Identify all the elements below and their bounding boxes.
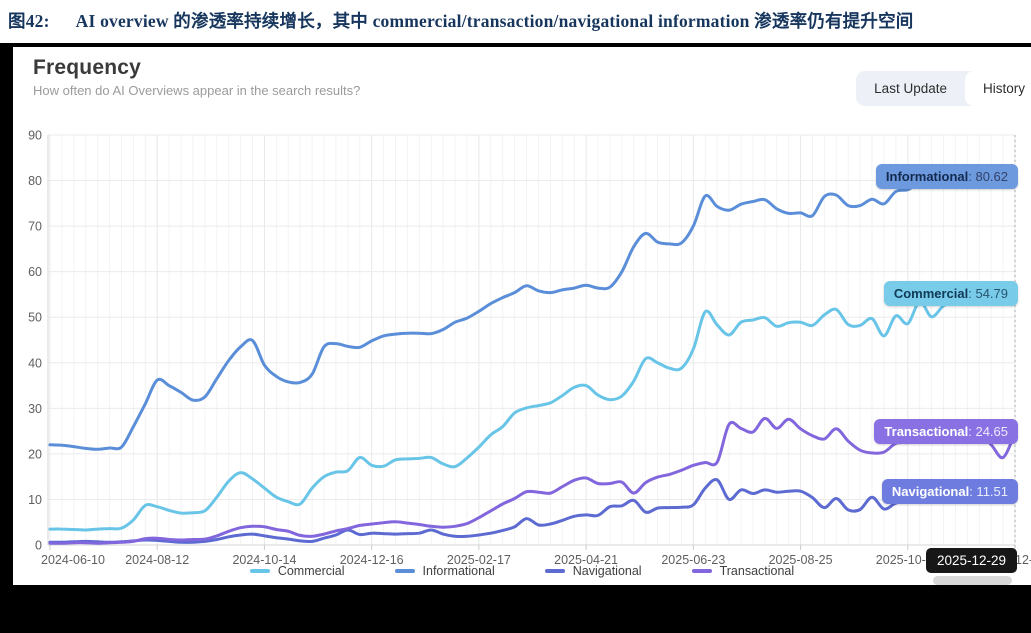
end-label-navigational: Navigational: 11.51	[881, 478, 1018, 504]
x-axis-tick-label: 2025-06-23	[661, 553, 725, 567]
legend-item-navigational[interactable]: Navigational	[544, 564, 642, 578]
x-axis-tick-label: 2025-04-21	[554, 553, 618, 567]
figure-number-label: 图42:	[8, 11, 50, 31]
y-axis-tick-label: 30	[28, 402, 42, 416]
y-axis-tick-label: 60	[28, 265, 42, 279]
figure-title-text: AI overview 的渗透率持续增长，其中 commercial/trans…	[75, 11, 914, 31]
y-axis-tick-label: 80	[28, 174, 42, 188]
end-label-value: : 24.65	[968, 423, 1008, 439]
legend-label: Navigational	[572, 564, 642, 578]
y-axis-tick-label: 20	[28, 447, 42, 461]
legend-item-informational[interactable]: Informational	[394, 564, 495, 578]
y-axis-tick-label: 50	[28, 311, 42, 325]
end-label-series-name: Navigational	[891, 483, 970, 499]
toggle-history[interactable]: History	[964, 71, 1031, 106]
x-axis-tick-label: 2025-10-27	[876, 553, 940, 567]
legend-label: Commercial	[277, 564, 345, 578]
y-axis-tick-label: 0	[35, 539, 42, 553]
end-label-value: : 80.62	[968, 168, 1008, 184]
legend-label: Informational	[422, 564, 495, 578]
figure-title: 图42: AI overview 的渗透率持续增长，其中 commercial/t…	[8, 8, 1024, 33]
toggle-last-update[interactable]: Last Update	[874, 81, 947, 96]
chart-canvas[interactable]: 0 10 20 30 40 50 60 70 80 90 2024-06-10 2024-08-12 2…	[13, 47, 1031, 585]
legend-swatch-icon	[691, 569, 712, 573]
y-axis-tick-label: 40	[28, 356, 42, 370]
chart-header: Frequency How often do AI Overviews appe…	[33, 56, 360, 98]
y-axis-tick-label: 70	[28, 220, 42, 234]
chart-title: Frequency	[33, 56, 141, 79]
end-label-informational: Informational: 80.62	[875, 163, 1018, 189]
chart-card: 0 10 20 30 40 50 60 70 80 90 2024-06-10 2024-08-12 2…	[13, 47, 1031, 585]
x-axis-tick-label: 2024-08-12	[125, 553, 189, 567]
x-axis-tick-label: 2024-12-16	[340, 553, 404, 567]
end-label-series-name: Commercial	[893, 286, 969, 302]
end-label-value: : 54.79	[968, 286, 1008, 302]
end-label-commercial: Commercial: 54.79	[883, 281, 1018, 307]
x-axis-tick-label: 2024-10-14	[232, 553, 296, 567]
end-label-series-name: Transactional	[884, 423, 969, 439]
y-axis-tick-label: 90	[28, 129, 42, 143]
end-label-series-name: Informational	[885, 168, 969, 184]
x-axis-tick-label: 2025-08-25	[769, 553, 833, 567]
figure-background: 0 10 20 30 40 50 60 70 80 90 2024-06-10 2024-08-12 2…	[0, 43, 1031, 633]
series-line-informational	[48, 176, 1017, 451]
legend-label: Transactional	[719, 564, 795, 578]
legend-swatch-icon	[394, 569, 415, 573]
view-toggle-group: Last Update History	[856, 71, 1031, 106]
series-line-commercial	[48, 290, 1017, 532]
legend-item-transactional[interactable]: Transactional	[691, 564, 795, 578]
vertical-gridlines	[49, 135, 1016, 545]
x-axis-tick-label: 2025-02-17	[447, 553, 511, 567]
series-line-navigational	[48, 478, 1017, 544]
y-axis-tick-label: 10	[28, 493, 42, 507]
x-axis-tick-label: 2024-06-10	[41, 553, 105, 567]
legend-swatch-icon	[544, 569, 565, 573]
legend-item-commercial[interactable]: Commercial	[249, 564, 345, 578]
chart-subtitle: How often do AI Overviews appear in the …	[33, 83, 361, 98]
chart-svg[interactable]: 0 10 20 30 40 50 60 70 80 90 2024-06-10 2024-08-12 2…	[13, 47, 1031, 585]
hover-date-tooltip: 2025-12-29	[925, 548, 1017, 573]
horizontal-gridlines: 0 10 20 30 40 50 60 70 80 90	[28, 129, 1015, 553]
end-label-value: : 11.51	[969, 483, 1008, 499]
range-scrollbar[interactable]	[933, 576, 1012, 585]
chart-legend: Commercial Informational Navigational Trans…	[13, 564, 1031, 578]
series-line-transactional	[48, 416, 1017, 545]
legend-swatch-icon	[249, 569, 270, 573]
end-label-transactional: Transactional: 24.65	[874, 418, 1018, 444]
